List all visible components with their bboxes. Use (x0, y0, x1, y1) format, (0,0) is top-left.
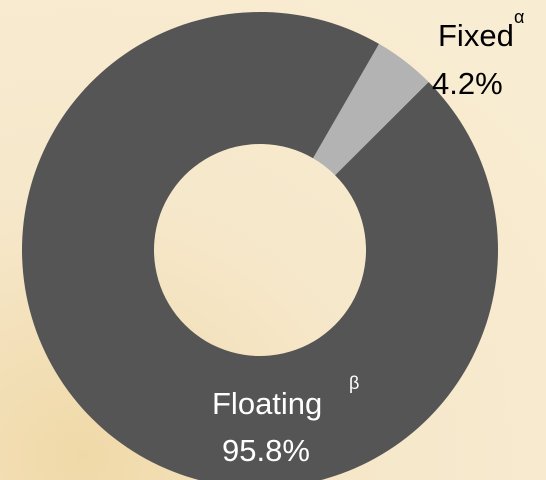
slice-label: Fixed (438, 18, 514, 53)
slice-label: Floating (212, 386, 322, 421)
donut-slice (22, 12, 498, 480)
slice-label-superscript: β (349, 373, 359, 393)
slice-label-superscript: α (514, 7, 524, 27)
slice-value-label: 95.8% (222, 433, 310, 468)
donut-slice (313, 43, 429, 176)
slice-value-label: 4.2% (432, 66, 503, 101)
